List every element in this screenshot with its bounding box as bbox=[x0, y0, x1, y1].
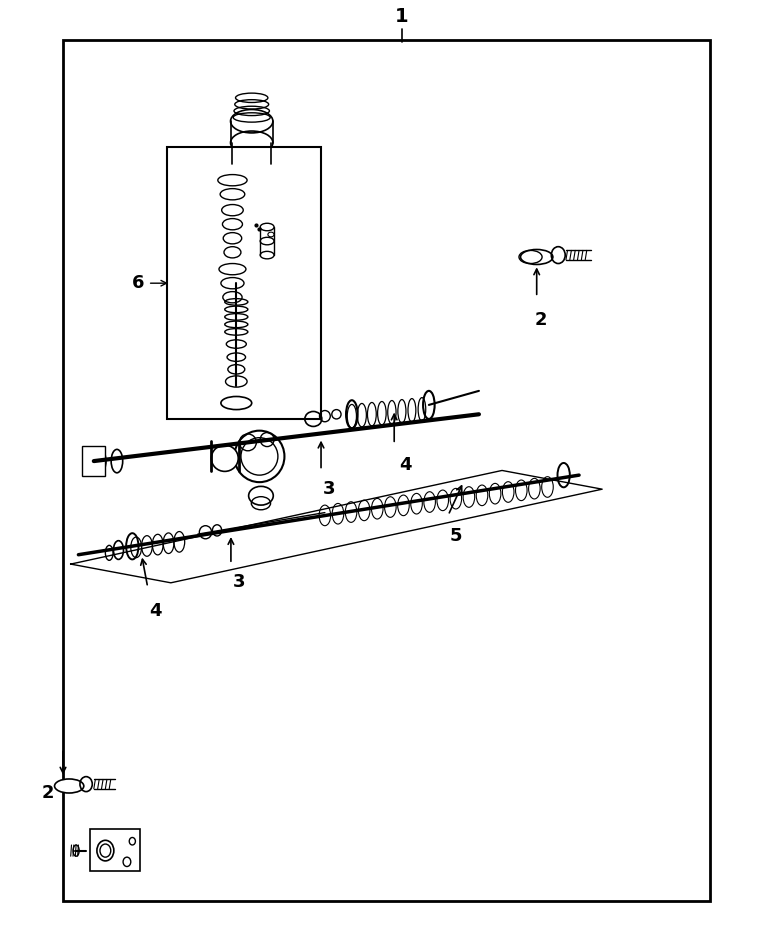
Text: 4: 4 bbox=[149, 602, 162, 619]
Text: 3: 3 bbox=[233, 573, 245, 591]
Ellipse shape bbox=[234, 431, 284, 482]
Bar bbox=[90, 829, 140, 871]
Bar bbox=[167, 148, 321, 419]
Ellipse shape bbox=[520, 249, 553, 264]
Text: 5: 5 bbox=[450, 526, 462, 544]
Text: 2: 2 bbox=[534, 311, 547, 329]
Ellipse shape bbox=[55, 779, 83, 793]
Ellipse shape bbox=[211, 446, 238, 471]
Ellipse shape bbox=[83, 447, 97, 475]
Bar bbox=[63, 39, 710, 901]
Bar bbox=[82, 446, 105, 476]
Text: 1: 1 bbox=[395, 7, 409, 25]
Text: 4: 4 bbox=[400, 457, 412, 475]
Text: 6: 6 bbox=[132, 274, 145, 292]
Text: 2: 2 bbox=[41, 785, 54, 803]
Text: 3: 3 bbox=[322, 479, 335, 498]
